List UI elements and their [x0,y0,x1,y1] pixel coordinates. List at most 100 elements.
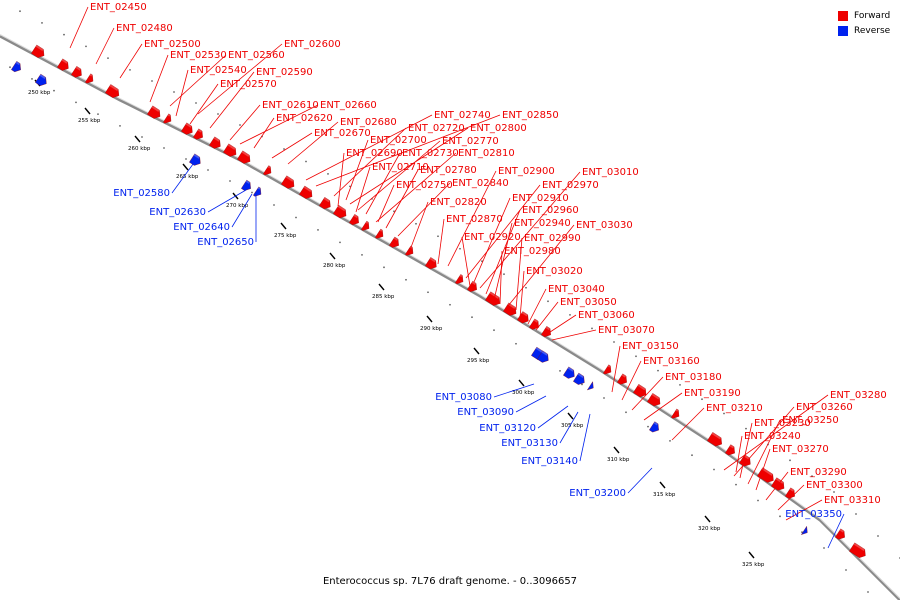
forward-gene-label[interactable]: ENT_03180 [665,372,722,383]
reverse-gene-label[interactable]: ENT_03200 [569,488,626,499]
forward-gene-feature[interactable] [209,136,223,151]
forward-gene-feature[interactable] [333,204,349,220]
forward-gene-label[interactable]: ENT_02740 [434,110,491,121]
forward-gene-feature[interactable] [633,383,649,399]
forward-gene-label[interactable]: ENT_02500 [144,39,201,50]
forward-gene-label[interactable]: ENT_03070 [598,325,655,336]
forward-gene-feature[interactable] [617,373,629,387]
forward-gene-label[interactable]: ENT_02870 [446,214,503,225]
forward-gene-label[interactable]: ENT_03060 [578,310,635,321]
forward-gene-feature[interactable] [707,432,724,448]
forward-gene-feature[interactable] [163,113,173,126]
reverse-gene-feature[interactable] [241,179,253,193]
reverse-gene-label[interactable]: ENT_03090 [457,407,514,418]
forward-gene-feature[interactable] [849,542,868,560]
reverse-gene-feature[interactable] [586,381,596,393]
reverse-gene-label[interactable]: ENT_03080 [435,392,492,403]
forward-gene-label[interactable]: ENT_02960 [522,205,579,216]
forward-gene-feature[interactable] [85,73,95,86]
forward-gene-label[interactable]: ENT_02480 [116,23,173,34]
forward-gene-label[interactable]: ENT_03160 [643,356,700,367]
forward-gene-feature[interactable] [541,326,553,339]
reverse-gene-feature[interactable] [11,61,23,74]
forward-gene-label[interactable]: ENT_03270 [772,444,829,455]
forward-gene-feature[interactable] [603,364,613,377]
forward-gene-label[interactable]: ENT_02720 [408,123,465,134]
forward-gene-feature[interactable] [263,165,273,178]
forward-gene-label[interactable]: ENT_02850 [502,110,559,121]
reverse-gene-feature[interactable] [563,366,577,381]
forward-gene-label[interactable]: ENT_03290 [790,467,847,478]
forward-gene-feature[interactable] [105,84,121,99]
forward-gene-label[interactable]: ENT_03210 [706,403,763,414]
forward-gene-label[interactable]: ENT_02540 [190,65,247,76]
forward-gene-label[interactable]: ENT_03280 [830,390,887,401]
forward-gene-feature[interactable] [147,105,163,121]
forward-gene-feature[interactable] [31,44,47,60]
forward-gene-feature[interactable] [193,128,205,142]
forward-gene-feature[interactable] [281,175,297,191]
forward-gene-label[interactable]: ENT_02680 [340,117,397,128]
forward-gene-feature[interactable] [467,280,479,294]
forward-gene-label[interactable]: ENT_03300 [806,480,863,491]
reverse-gene-feature[interactable] [800,525,810,537]
reverse-gene-label[interactable]: ENT_03120 [479,423,536,434]
forward-gene-label[interactable]: ENT_03310 [824,495,881,506]
forward-gene-label[interactable]: ENT_02940 [514,218,571,229]
reverse-gene-feature[interactable] [189,153,203,168]
reverse-gene-label[interactable]: ENT_02650 [197,237,254,248]
forward-gene-feature[interactable] [529,318,541,332]
reverse-gene-label[interactable]: ENT_03350 [785,509,842,520]
forward-gene-feature[interactable] [757,467,776,485]
forward-gene-label[interactable]: ENT_03190 [684,388,741,399]
reverse-gene-label[interactable]: ENT_03140 [521,456,578,467]
reverse-gene-label[interactable]: ENT_03130 [501,438,558,449]
forward-gene-label[interactable]: ENT_02560 [228,50,285,61]
forward-gene-label[interactable]: ENT_02900 [498,166,555,177]
forward-gene-label[interactable]: ENT_02610 [262,100,319,111]
forward-gene-label[interactable]: ENT_02530 [170,50,227,61]
forward-gene-feature[interactable] [517,311,531,325]
forward-gene-label[interactable]: ENT_02750 [396,180,453,191]
reverse-gene-feature[interactable] [649,421,661,435]
forward-gene-label[interactable]: ENT_02780 [420,165,477,176]
reverse-gene-feature[interactable] [35,73,49,88]
forward-gene-label[interactable]: ENT_02730 [402,148,459,159]
forward-gene-label[interactable]: ENT_03030 [576,220,633,231]
forward-gene-feature[interactable] [223,143,239,159]
forward-gene-label[interactable]: ENT_02970 [542,180,599,191]
forward-gene-feature[interactable] [361,220,371,233]
forward-gene-feature[interactable] [835,528,847,542]
reverse-gene-label[interactable]: ENT_02640 [173,222,230,233]
forward-gene-label[interactable]: ENT_02910 [512,193,569,204]
forward-gene-feature[interactable] [299,185,315,201]
forward-gene-feature[interactable] [455,274,465,286]
forward-gene-feature[interactable] [319,197,333,211]
forward-gene-label[interactable]: ENT_02670 [314,128,371,139]
forward-gene-feature[interactable] [725,444,737,458]
forward-gene-label[interactable]: ENT_03020 [526,266,583,277]
forward-gene-label[interactable]: ENT_02570 [220,79,277,90]
forward-gene-label[interactable]: ENT_03010 [582,167,639,178]
reverse-gene-label[interactable]: ENT_02630 [149,207,206,218]
forward-gene-feature[interactable] [389,236,401,250]
forward-gene-label[interactable]: ENT_02920 [464,232,521,243]
forward-gene-label[interactable]: ENT_02690 [346,148,403,159]
forward-gene-label[interactable]: ENT_02450 [90,2,147,13]
forward-gene-label[interactable]: ENT_02710 [372,162,429,173]
forward-gene-feature[interactable] [375,228,385,241]
reverse-gene-label[interactable]: ENT_02580 [113,188,170,199]
forward-gene-label[interactable]: ENT_03240 [744,431,801,442]
forward-gene-feature[interactable] [57,58,71,73]
reverse-gene-feature[interactable] [253,186,263,199]
forward-gene-label[interactable]: ENT_02840 [452,178,509,189]
forward-gene-label[interactable]: ENT_02820 [430,197,487,208]
forward-gene-label[interactable]: ENT_02980 [504,246,561,257]
forward-gene-label[interactable]: ENT_02660 [320,100,377,111]
forward-gene-label[interactable]: ENT_03250 [782,415,839,426]
forward-gene-feature[interactable] [671,408,681,421]
forward-gene-label[interactable]: ENT_03050 [560,297,617,308]
forward-gene-label[interactable]: ENT_02810 [458,148,515,159]
forward-gene-label[interactable]: ENT_02700 [370,135,427,146]
forward-gene-label[interactable]: ENT_02990 [524,233,581,244]
